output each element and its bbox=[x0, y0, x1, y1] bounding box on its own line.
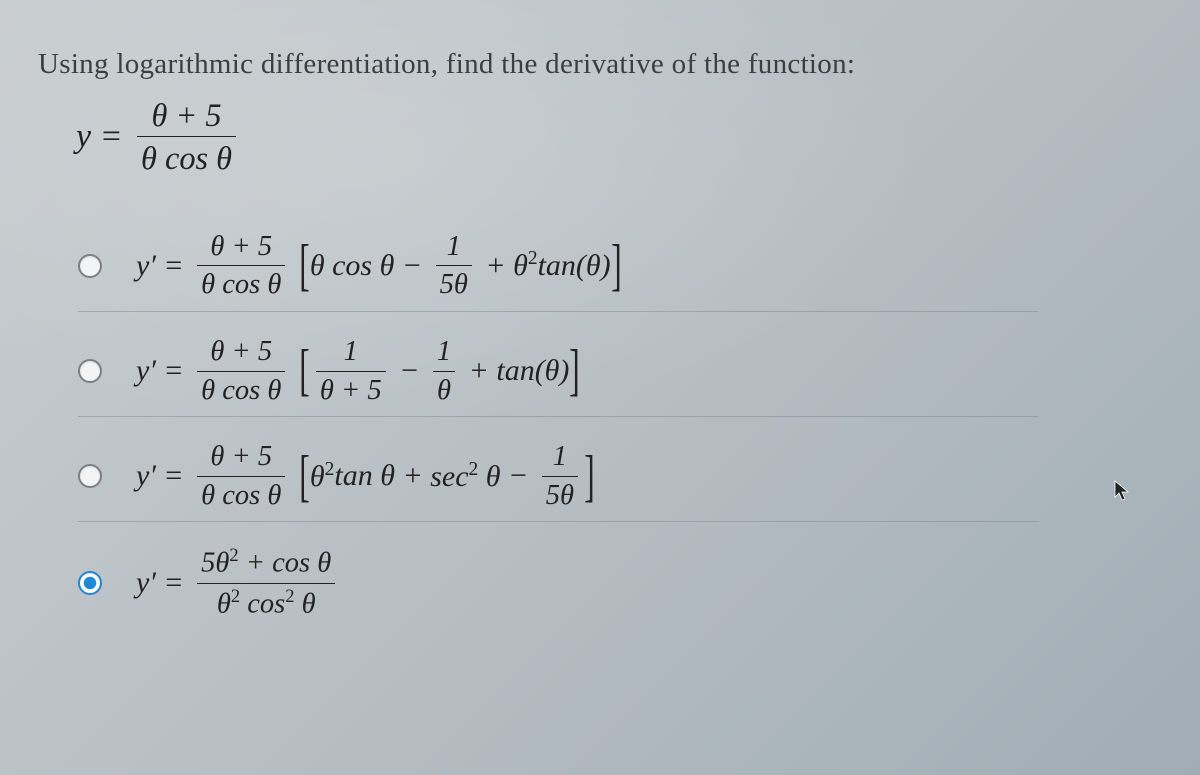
num: θ + 5 bbox=[206, 229, 276, 265]
radio-A[interactable] bbox=[78, 254, 102, 278]
right-bracket: ] bbox=[570, 348, 580, 394]
frac: 1 θ + 5 bbox=[316, 334, 386, 408]
option-B[interactable]: y′ = θ + 5 θ cos θ [ 1 θ + 5 − bbox=[78, 334, 1038, 417]
tan: tan(θ) bbox=[538, 249, 611, 283]
yprime: y′ bbox=[136, 249, 156, 283]
sup: 2 bbox=[231, 586, 240, 607]
big-frac: 5θ2 + cos θ θ2 cos2 θ bbox=[197, 544, 335, 621]
num: θ + 5 bbox=[206, 439, 276, 475]
num: 5θ2 + cos θ bbox=[197, 544, 335, 581]
plus: + bbox=[485, 249, 505, 283]
eqn-frac-den: θ cos θ bbox=[137, 138, 236, 178]
left-bracket: [ bbox=[299, 454, 309, 500]
right-bracket: ] bbox=[611, 243, 621, 289]
num: θ + 5 bbox=[206, 334, 276, 370]
radio-D[interactable] bbox=[78, 571, 102, 595]
right-bracket: ] bbox=[584, 454, 594, 500]
equals: = bbox=[163, 354, 183, 388]
plus: + bbox=[402, 459, 422, 493]
equals: = bbox=[163, 566, 183, 600]
sec-sq: sec2 θ bbox=[430, 459, 500, 494]
theta-sq: θ2 bbox=[513, 248, 538, 283]
eqn-lhs: y bbox=[76, 118, 91, 156]
given-equation: y = θ + 5 θ cos θ bbox=[76, 95, 1170, 179]
theta: θ bbox=[478, 460, 500, 493]
left-bracket: [ bbox=[299, 348, 309, 394]
option-D-math: y′ = 5θ2 + cos θ θ2 cos2 θ bbox=[136, 544, 341, 621]
eqn-equals: = bbox=[100, 118, 123, 156]
lead-frac: θ + 5 θ cos θ bbox=[197, 334, 285, 408]
frac: 1 5θ bbox=[436, 229, 472, 303]
den: 5θ bbox=[436, 267, 472, 303]
option-C-math: y′ = θ + 5 θ cos θ [ θ2 tan θ + sec2 θ − bbox=[136, 439, 595, 513]
eqn-frac-num: θ + 5 bbox=[148, 95, 226, 135]
question-prompt: Using logarithmic differentiation, find … bbox=[38, 48, 1170, 81]
tan: tan θ bbox=[334, 459, 395, 493]
lead-frac: θ + 5 θ cos θ bbox=[197, 229, 285, 303]
term: θ cos θ bbox=[310, 249, 394, 283]
frac: 1 θ bbox=[433, 334, 455, 408]
t: + cos θ bbox=[239, 548, 332, 579]
frac: 1 5θ bbox=[542, 439, 578, 513]
den: θ cos θ bbox=[197, 373, 285, 409]
lead-frac: θ + 5 θ cos θ bbox=[197, 439, 285, 513]
num: 1 bbox=[340, 334, 362, 370]
num: 1 bbox=[433, 334, 455, 370]
minus: − bbox=[399, 354, 419, 388]
equals: = bbox=[163, 459, 183, 493]
sup: 2 bbox=[528, 248, 538, 269]
theta: θ bbox=[513, 249, 528, 282]
den: 5θ bbox=[542, 478, 578, 514]
theta-sq: θ2 bbox=[310, 459, 335, 494]
t: θ bbox=[217, 588, 231, 619]
den: θ cos θ bbox=[197, 478, 285, 514]
question-container: Using logarithmic differentiation, find … bbox=[38, 48, 1170, 652]
option-A-math: y′ = θ + 5 θ cos θ [ θ cos θ − 1 5 bbox=[136, 229, 622, 303]
den: θ2 cos2 θ bbox=[213, 585, 320, 622]
sup: 2 bbox=[325, 459, 335, 480]
tan: tan(θ) bbox=[496, 354, 569, 388]
theta: θ bbox=[310, 460, 325, 493]
minus: − bbox=[402, 249, 422, 283]
t: 5θ bbox=[201, 548, 229, 579]
options-list: y′ = θ + 5 θ cos θ [ θ cos θ − 1 5 bbox=[78, 229, 1170, 630]
minus: − bbox=[508, 459, 528, 493]
plus: + bbox=[469, 354, 489, 388]
option-A[interactable]: y′ = θ + 5 θ cos θ [ θ cos θ − 1 5 bbox=[78, 229, 1038, 312]
den: θ + 5 bbox=[316, 373, 386, 409]
num: 1 bbox=[443, 229, 465, 265]
den: θ cos θ bbox=[197, 267, 285, 303]
eqn-fraction: θ + 5 θ cos θ bbox=[137, 95, 236, 179]
option-C[interactable]: y′ = θ + 5 θ cos θ [ θ2 tan θ + sec2 θ − bbox=[78, 439, 1038, 522]
t: cos bbox=[240, 588, 285, 619]
yprime: y′ bbox=[136, 459, 156, 493]
option-B-math: y′ = θ + 5 θ cos θ [ 1 θ + 5 − bbox=[136, 334, 580, 408]
option-D[interactable]: y′ = 5θ2 + cos θ θ2 cos2 θ bbox=[78, 544, 1038, 629]
sup: 2 bbox=[469, 459, 479, 480]
sup: 2 bbox=[229, 545, 238, 566]
left-bracket: [ bbox=[299, 243, 309, 289]
equals: = bbox=[163, 249, 183, 283]
yprime: y′ bbox=[136, 354, 156, 388]
num: 1 bbox=[549, 439, 571, 475]
radio-C[interactable] bbox=[78, 464, 102, 488]
sec: sec bbox=[430, 460, 468, 493]
t: θ bbox=[294, 588, 315, 619]
radio-B[interactable] bbox=[78, 359, 102, 383]
den: θ bbox=[433, 373, 455, 409]
yprime: y′ bbox=[136, 566, 156, 600]
cursor-icon bbox=[1114, 480, 1130, 502]
